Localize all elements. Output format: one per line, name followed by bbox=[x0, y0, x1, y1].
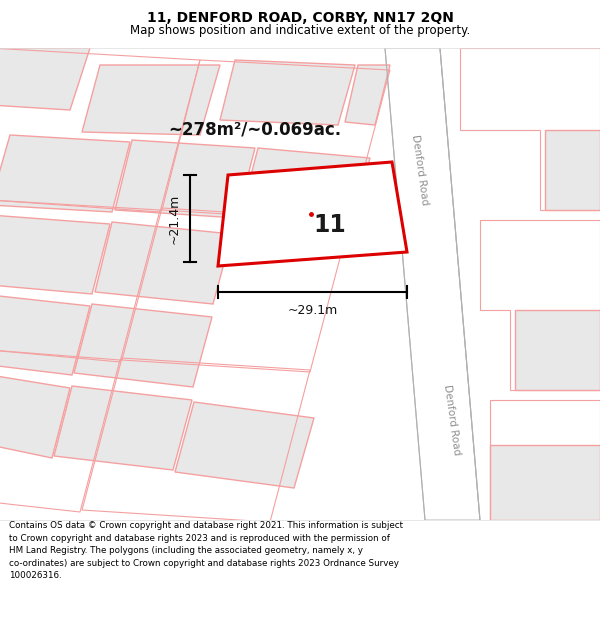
Text: Denford Road: Denford Road bbox=[410, 134, 430, 206]
Text: Contains OS data © Crown copyright and database right 2021. This information is : Contains OS data © Crown copyright and d… bbox=[9, 521, 403, 580]
Text: Map shows position and indicative extent of the property.: Map shows position and indicative extent… bbox=[130, 24, 470, 38]
Polygon shape bbox=[440, 48, 600, 520]
Polygon shape bbox=[0, 295, 90, 375]
Polygon shape bbox=[54, 386, 192, 470]
Polygon shape bbox=[115, 140, 255, 218]
Text: ~29.1m: ~29.1m bbox=[287, 304, 338, 316]
Polygon shape bbox=[82, 65, 220, 135]
Polygon shape bbox=[515, 310, 600, 390]
Polygon shape bbox=[74, 304, 212, 387]
Polygon shape bbox=[240, 148, 370, 228]
Text: ~21.4m: ~21.4m bbox=[167, 193, 181, 244]
Polygon shape bbox=[545, 130, 600, 210]
Polygon shape bbox=[220, 60, 355, 125]
Polygon shape bbox=[95, 222, 232, 304]
Polygon shape bbox=[385, 48, 480, 520]
Polygon shape bbox=[0, 48, 90, 110]
Polygon shape bbox=[490, 445, 600, 520]
Text: 11: 11 bbox=[314, 213, 346, 237]
Text: 11, DENFORD ROAD, CORBY, NN17 2QN: 11, DENFORD ROAD, CORBY, NN17 2QN bbox=[146, 11, 454, 24]
Polygon shape bbox=[218, 162, 407, 266]
Text: ~278m²/~0.069ac.: ~278m²/~0.069ac. bbox=[169, 121, 341, 139]
Text: Denford Road: Denford Road bbox=[442, 384, 462, 456]
Polygon shape bbox=[175, 402, 314, 488]
Polygon shape bbox=[0, 215, 110, 294]
Polygon shape bbox=[0, 375, 70, 458]
Polygon shape bbox=[0, 135, 130, 212]
Polygon shape bbox=[345, 65, 390, 125]
